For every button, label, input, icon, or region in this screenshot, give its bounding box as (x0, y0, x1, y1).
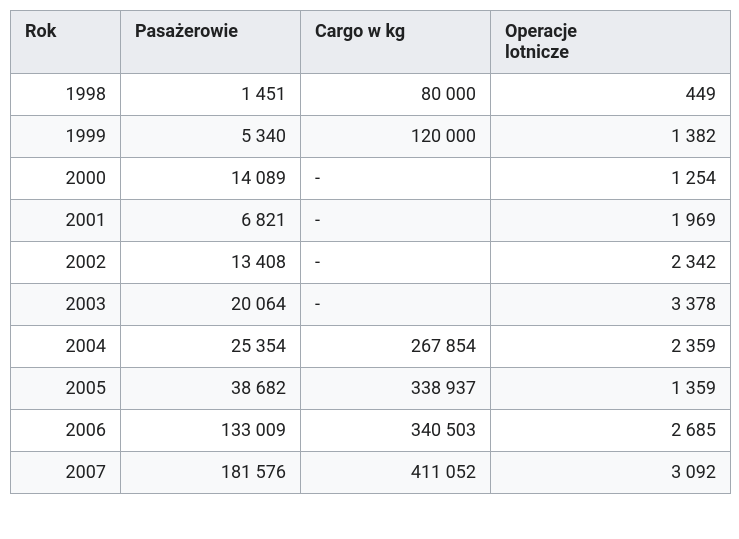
cell-passengers: 1 451 (121, 74, 301, 116)
cell-year: 1999 (11, 116, 121, 158)
table-header-row: Rok Pasażerowie Cargo w kg Operacje lotn… (11, 11, 731, 74)
cell-operations: 449 (491, 74, 731, 116)
cell-passengers: 25 354 (121, 326, 301, 368)
cell-year: 2007 (11, 452, 121, 494)
cell-operations: 1 359 (491, 368, 731, 410)
cell-cargo: - (301, 158, 491, 200)
cell-passengers: 5 340 (121, 116, 301, 158)
cell-year: 2005 (11, 368, 121, 410)
cell-cargo: 80 000 (301, 74, 491, 116)
table-row: 200425 354267 8542 359 (11, 326, 731, 368)
cell-operations: 1 969 (491, 200, 731, 242)
cell-cargo: 120 000 (301, 116, 491, 158)
col-header-year: Rok (11, 11, 121, 74)
cell-operations: 3 378 (491, 284, 731, 326)
cell-year: 2001 (11, 200, 121, 242)
table-row: 20016 821-1 969 (11, 200, 731, 242)
cell-cargo: - (301, 242, 491, 284)
cell-passengers: 6 821 (121, 200, 301, 242)
cell-passengers: 38 682 (121, 368, 301, 410)
cell-cargo: 267 854 (301, 326, 491, 368)
cell-cargo: 340 503 (301, 410, 491, 452)
cell-year: 1998 (11, 74, 121, 116)
cell-passengers: 20 064 (121, 284, 301, 326)
cell-year: 2003 (11, 284, 121, 326)
cell-operations: 2 342 (491, 242, 731, 284)
cell-operations: 2 685 (491, 410, 731, 452)
table-row: 19995 340120 0001 382 (11, 116, 731, 158)
cell-year: 2004 (11, 326, 121, 368)
table-row: 2006133 009340 5032 685 (11, 410, 731, 452)
cell-cargo: 411 052 (301, 452, 491, 494)
table-row: 200213 408-2 342 (11, 242, 731, 284)
cell-passengers: 133 009 (121, 410, 301, 452)
table-body: 19981 45180 00044919995 340120 0001 3822… (11, 74, 731, 494)
table-row: 200320 064-3 378 (11, 284, 731, 326)
cell-operations: 1 254 (491, 158, 731, 200)
cell-operations: 2 359 (491, 326, 731, 368)
cell-year: 2006 (11, 410, 121, 452)
col-header-operations-line2: lotnicze (505, 42, 716, 63)
col-header-passengers: Pasażerowie (121, 11, 301, 74)
table-row: 200538 682338 9371 359 (11, 368, 731, 410)
stats-table: Rok Pasażerowie Cargo w kg Operacje lotn… (10, 10, 731, 494)
cell-cargo: 338 937 (301, 368, 491, 410)
cell-passengers: 181 576 (121, 452, 301, 494)
cell-year: 2002 (11, 242, 121, 284)
cell-cargo: - (301, 284, 491, 326)
table-row: 19981 45180 000449 (11, 74, 731, 116)
cell-operations: 1 382 (491, 116, 731, 158)
col-header-cargo: Cargo w kg (301, 11, 491, 74)
cell-passengers: 14 089 (121, 158, 301, 200)
cell-operations: 3 092 (491, 452, 731, 494)
cell-year: 2000 (11, 158, 121, 200)
table-row: 200014 089-1 254 (11, 158, 731, 200)
col-header-operations: Operacje lotnicze (491, 11, 731, 74)
col-header-operations-line1: Operacje (505, 21, 577, 42)
table-row: 2007181 576411 0523 092 (11, 452, 731, 494)
cell-passengers: 13 408 (121, 242, 301, 284)
cell-cargo: - (301, 200, 491, 242)
